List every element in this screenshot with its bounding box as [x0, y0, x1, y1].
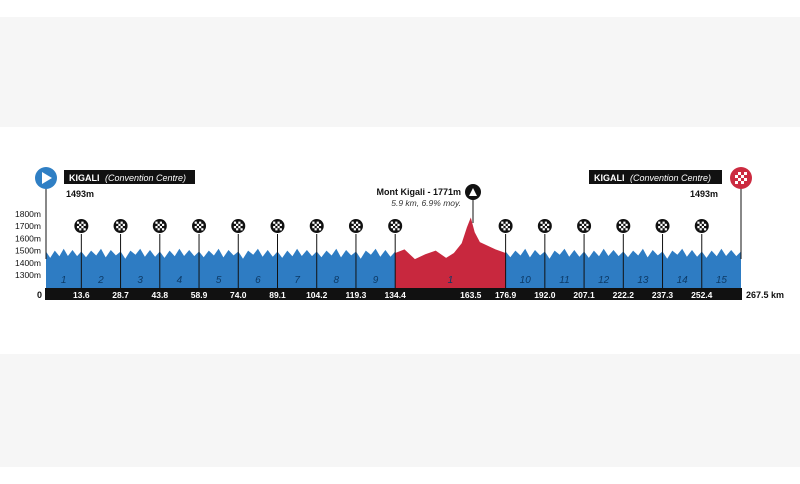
lap-label: 9: [373, 275, 379, 286]
summit-name: Mont Kigali - 1771m: [376, 187, 461, 197]
checkered-marker-icon: [309, 219, 324, 288]
start-elevation: 1493m: [66, 189, 94, 199]
km-label: 176.9: [495, 290, 517, 300]
checkpoint-markers: [74, 219, 709, 288]
y-tick-label: 1500m: [15, 246, 41, 256]
y-axis: 1800m 1700m 1600m 1500m 1400m 1300m: [15, 209, 41, 280]
km-label: 43.8: [152, 290, 169, 300]
lap-label: 12: [598, 275, 610, 286]
finish-name: KIGALI: [594, 173, 625, 183]
lap-label: 10: [520, 275, 532, 286]
checkered-marker-icon: [113, 219, 128, 288]
km-label: 192.0: [534, 290, 556, 300]
start-label-box: [64, 170, 195, 184]
y-tick-label: 1400m: [15, 258, 41, 268]
bottom-frame: [0, 467, 800, 484]
lap-area: [355, 248, 396, 288]
lap-label: 13: [637, 275, 649, 286]
km-label: 134.4: [385, 290, 407, 300]
lap-label: 8: [334, 275, 340, 286]
km-label: 207.1: [573, 290, 595, 300]
elevation-areas: [46, 217, 741, 288]
zero-label: 0: [37, 290, 42, 300]
km-label: 163.5: [460, 290, 482, 300]
checkered-marker-icon: [577, 219, 592, 288]
checkered-marker-icon: [74, 219, 89, 288]
svg-text:KIGALI (Convention Centre): KIGALI (Convention Centre): [69, 173, 186, 183]
km-label: 104.2: [306, 290, 328, 300]
lap-area: [81, 248, 121, 288]
checkered-marker-icon: [192, 219, 207, 288]
lap-label: 15: [716, 275, 728, 286]
lap-area: [623, 248, 663, 288]
lap-labels: 1 2 3 4 5 6 7 8 9 1 10 11 12 13 14 15: [61, 275, 727, 286]
lap-area: [662, 248, 702, 288]
lap-area: [46, 248, 82, 288]
lap-label: 14: [677, 275, 689, 286]
km-label: 89.1: [269, 290, 286, 300]
y-tick-label: 1800m: [15, 209, 41, 219]
y-tick-label: 1300m: [15, 270, 41, 280]
start-name: KIGALI: [69, 173, 100, 183]
lap-label: 4: [177, 275, 183, 286]
lap-area: [277, 248, 317, 288]
km-label: 58.9: [191, 290, 208, 300]
checkered-marker-icon: [694, 219, 709, 288]
lap-area: [544, 248, 585, 288]
lap-label: 3: [137, 275, 143, 286]
y-tick-label: 1700m: [15, 221, 41, 231]
km-label: 119.3: [346, 290, 367, 300]
lap-label: 6: [255, 275, 261, 286]
lap-label: 1: [61, 275, 67, 286]
checkered-flag-icon: [730, 167, 752, 189]
lap-label: 11: [559, 275, 569, 286]
play-icon: [35, 167, 57, 189]
y-tick-label: 1600m: [15, 233, 41, 243]
lap-area: [584, 248, 624, 288]
checkered-marker-icon: [388, 219, 403, 288]
checkered-marker-icon: [270, 219, 285, 288]
lap-label: 2: [97, 275, 104, 286]
km-label: 252.4: [691, 290, 713, 300]
start-sub: (Convention Centre): [105, 173, 186, 183]
finish-elevation: 1493m: [690, 189, 718, 199]
bottom-band: [0, 354, 800, 467]
lap-label: 1: [448, 275, 454, 286]
checkered-marker-icon: [537, 219, 552, 288]
km-label: 28.7: [112, 290, 129, 300]
km-label: 237.3: [652, 290, 674, 300]
svg-text:KIGALI (Convention Centre): KIGALI (Convention Centre): [594, 173, 711, 183]
climb-area: [395, 217, 506, 288]
checkered-marker-icon: [655, 219, 670, 288]
lap-area: [159, 248, 200, 288]
checkered-marker-icon: [231, 219, 246, 288]
lap-label: 5: [216, 275, 222, 286]
finish-label-box: [589, 170, 722, 184]
top-frame: [0, 0, 800, 17]
lap-area: [701, 248, 741, 288]
checkered-marker-icon: [616, 219, 631, 288]
lap-area: [316, 248, 356, 288]
top-band: [0, 17, 800, 127]
summit-detail: 5.9 km, 6.9% moy.: [391, 198, 461, 208]
km-labels: 13.6 28.7 43.8 58.9 74.0 89.1 104.2 119.3 134.4 1…: [73, 290, 713, 300]
distance-bar: [45, 288, 742, 300]
stage-profile-chart: 1 2 3 4 5 6 7 8 9 1 10 11 12 13 14 15 1800m1700m1600m15…: [15, 167, 784, 300]
lap-area: [238, 248, 278, 288]
lap-area: [199, 248, 239, 288]
profile-panel: [0, 127, 800, 354]
lap-area: [505, 248, 545, 288]
checkered-marker-icon: [498, 219, 513, 288]
total-distance-label: 267.5 km: [746, 290, 784, 300]
km-label: 13.6: [73, 290, 90, 300]
km-label: 74.0: [230, 290, 247, 300]
km-label: 222.2: [613, 290, 635, 300]
checkered-marker-icon: [348, 219, 363, 288]
mountain-icon: [465, 184, 481, 200]
finish-sub: (Convention Centre): [630, 173, 711, 183]
lap-area: [120, 248, 160, 288]
lap-label: 7: [294, 275, 300, 286]
checkered-marker-icon: [152, 219, 167, 288]
